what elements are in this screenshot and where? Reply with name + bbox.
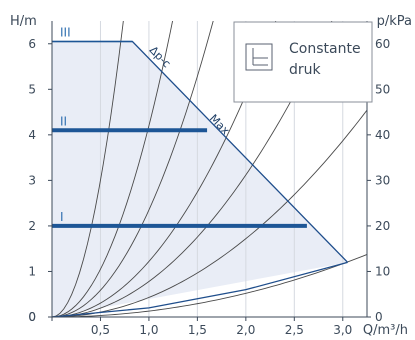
y-axis-right-title: p/kPa <box>377 14 412 29</box>
x-tick-label-4: 2,0 <box>236 323 255 337</box>
x-tick-label-6: 3,0 <box>333 323 352 337</box>
y-tick-label-left-2: 2 <box>28 219 36 233</box>
y-tick-label-right-5: 50 <box>375 82 390 96</box>
legend-text-line1: Constante <box>289 41 361 57</box>
legend-layer: Constante druk <box>233 21 373 103</box>
y-tick-label-right-1: 10 <box>375 264 390 278</box>
system-curve-1 <box>52 21 124 317</box>
y-tick-label-right-6: 60 <box>375 37 390 51</box>
y-axis-left-title: H/m <box>10 14 37 29</box>
origin-label: 0 <box>28 310 36 324</box>
system-curve-2 <box>52 21 174 317</box>
speed-label-III: III <box>60 25 71 39</box>
y-tick-label-left-3: 3 <box>28 173 36 187</box>
x-tick-label-5: 2,5 <box>285 323 304 337</box>
x-tick-label-1: 0,5 <box>91 323 110 337</box>
fill-layer <box>52 41 348 317</box>
y-tick-label-left-6: 6 <box>28 37 36 51</box>
system-curve-7 <box>52 254 367 317</box>
x-tick-label-2: 1,0 <box>139 323 158 337</box>
operating-envelope-fill <box>52 41 348 317</box>
y-tick-label-right-3: 30 <box>375 173 390 187</box>
speed-label-I: I <box>60 210 64 224</box>
y-tick-label-right-0: 0 <box>375 310 383 324</box>
y-tick-label-right-4: 40 <box>375 128 390 142</box>
lower-boundary-curve <box>51 261 348 318</box>
x-tick-label-3: 1,5 <box>188 323 207 337</box>
y-tick-label-left-4: 4 <box>28 128 36 142</box>
system-curve-4 <box>52 21 277 317</box>
speed-label-II: II <box>60 114 67 128</box>
constant-pressure-icon <box>245 43 273 71</box>
y-tick-label-left-5: 5 <box>28 82 36 96</box>
boundary-layer <box>51 40 349 318</box>
system-curve-3 <box>52 21 214 317</box>
y-tick-label-left-1: 1 <box>28 264 36 278</box>
y-tick-label-left-0: 0 <box>28 310 36 324</box>
legend-text-line2: druk <box>289 62 322 78</box>
system-curve-6 <box>52 109 367 317</box>
x-axis-title: Q/m³/h <box>363 323 408 338</box>
y-tick-label-right-2: 20 <box>375 219 390 233</box>
